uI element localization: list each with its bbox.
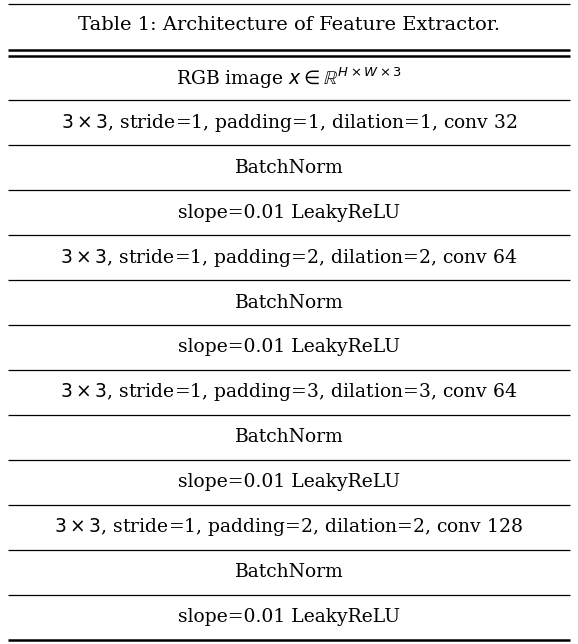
Text: $3 \times 3$, stride=1, padding=1, dilation=1, conv 32: $3 \times 3$, stride=1, padding=1, dilat…: [61, 112, 517, 134]
Text: slope=0.01 LeakyReLU: slope=0.01 LeakyReLU: [178, 204, 400, 222]
Text: Table 1: Architecture of Feature Extractor.: Table 1: Architecture of Feature Extract…: [78, 16, 500, 34]
Text: slope=0.01 LeakyReLU: slope=0.01 LeakyReLU: [178, 473, 400, 491]
Text: $3 \times 3$, stride=1, padding=2, dilation=2, conv 64: $3 \times 3$, stride=1, padding=2, dilat…: [60, 247, 518, 269]
Text: BatchNorm: BatchNorm: [235, 428, 343, 446]
Text: $3 \times 3$, stride=1, padding=3, dilation=3, conv 64: $3 \times 3$, stride=1, padding=3, dilat…: [60, 381, 518, 403]
Text: RGB image $x \in \mathbb{R}^{H \times W \times 3}$: RGB image $x \in \mathbb{R}^{H \times W …: [176, 65, 402, 91]
Text: slope=0.01 LeakyReLU: slope=0.01 LeakyReLU: [178, 608, 400, 626]
Text: BatchNorm: BatchNorm: [235, 563, 343, 581]
Text: BatchNorm: BatchNorm: [235, 294, 343, 312]
Text: $3 \times 3$, stride=1, padding=2, dilation=2, conv 128: $3 \times 3$, stride=1, padding=2, dilat…: [54, 516, 524, 538]
Text: BatchNorm: BatchNorm: [235, 159, 343, 177]
Text: slope=0.01 LeakyReLU: slope=0.01 LeakyReLU: [178, 339, 400, 357]
